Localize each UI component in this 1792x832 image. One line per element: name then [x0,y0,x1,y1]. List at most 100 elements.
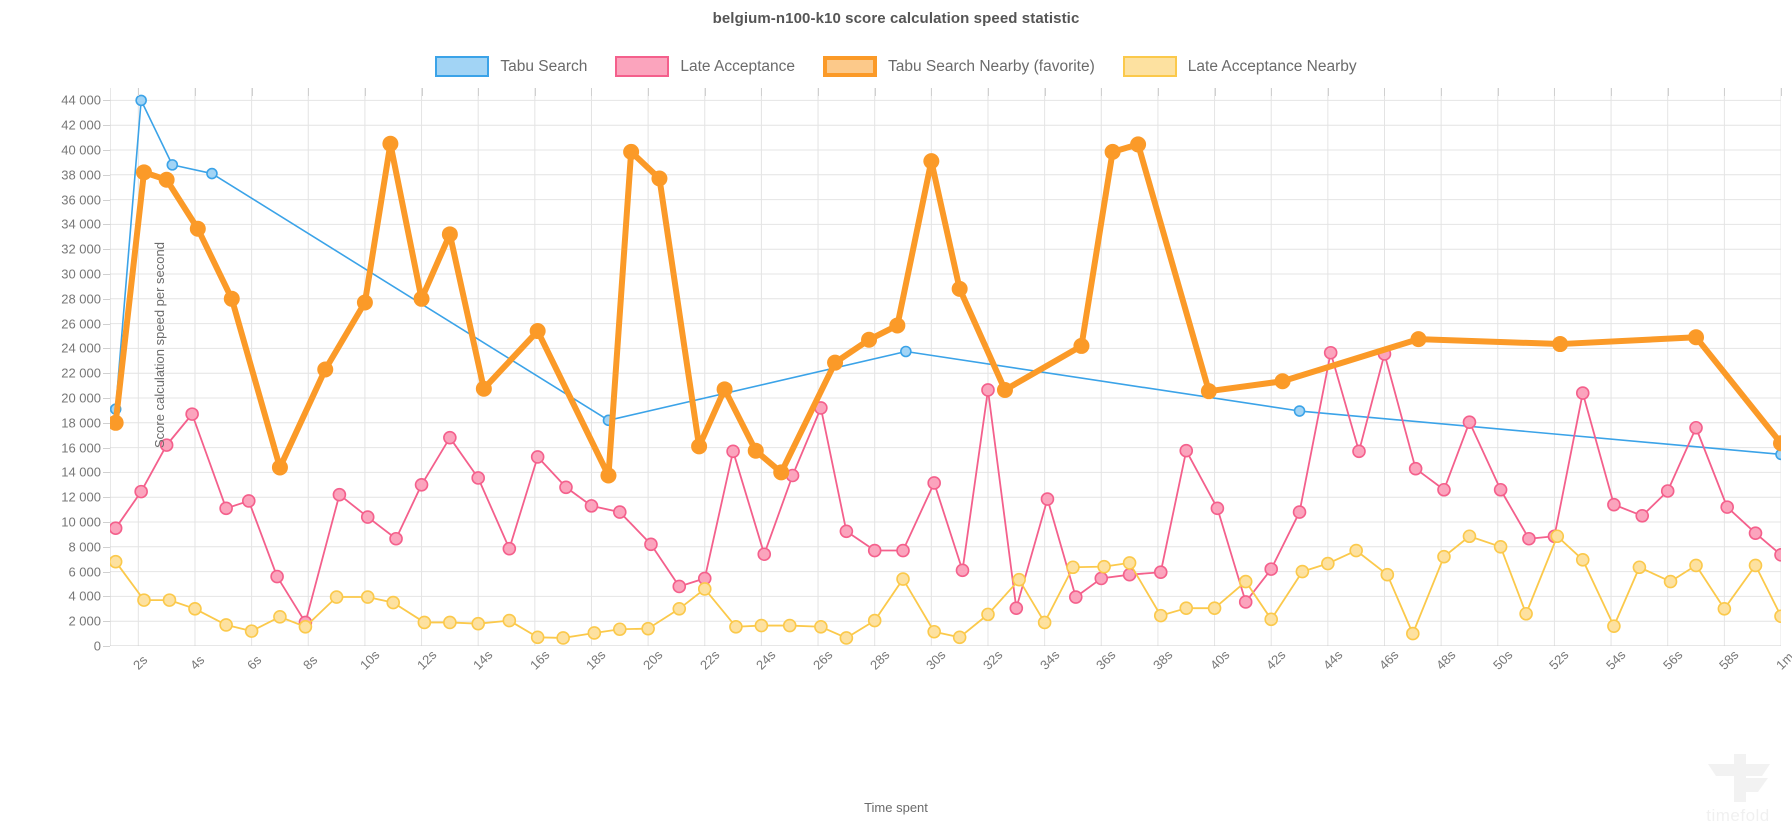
x-tick-label: 48s [1433,647,1459,673]
data-point [271,459,288,476]
data-point [270,569,284,584]
plot-svg [110,88,1781,646]
x-tick-label: 14s [470,647,496,673]
y-tick-label: 0 [93,638,101,654]
data-point [360,510,375,524]
y-tick-mark [103,373,110,375]
x-tick-mark [1044,88,1046,96]
data-point [1775,448,1781,461]
x-tick-label: 8s [300,652,321,673]
data-point [1321,556,1335,571]
data-point [189,220,206,237]
data-point [927,624,941,639]
data-point [839,524,854,539]
x-tick-label: 26s [810,647,836,673]
data-point [1323,345,1338,360]
data-point [923,153,940,170]
data-point [1635,508,1650,523]
data-point [1040,492,1055,506]
data-point [166,159,179,171]
x-tick-mark [648,88,650,96]
legend-swatch-icon [1122,56,1177,77]
data-point [612,505,627,519]
legend-label: Late Acceptance [680,57,795,75]
data-point [641,621,655,636]
y-tick-mark [103,199,110,201]
data-point [867,543,882,558]
x-tick-label: 4s [186,652,208,673]
data-point [996,381,1013,398]
x-tick-mark [1667,88,1669,96]
y-tick-label: 2 000 [68,613,101,629]
data-point [867,613,882,628]
data-point [951,280,968,297]
data-point [644,537,658,552]
y-tick-label: 14 000 [61,464,101,480]
data-point [1663,574,1678,589]
x-tick-mark [818,88,820,96]
series-line [114,99,1781,456]
data-point [1720,500,1734,514]
x-tick-label: 52s [1546,647,1572,673]
data-point [955,563,970,578]
y-tick-label: 18 000 [61,415,101,431]
data-point [443,615,457,630]
chart-legend: Tabu Search Late Acceptance Tabu Search Ne… [0,56,1792,77]
data-point [443,430,457,445]
data-point [530,450,545,464]
data-point [726,444,740,459]
data-point [1012,572,1026,587]
y-tick-label: 22 000 [61,365,101,381]
data-point [1462,415,1477,429]
data-point [1292,505,1307,519]
x-tick-mark [761,88,763,96]
legend-item[interactable]: Tabu Search Nearby (favorite) [823,56,1095,77]
data-point [185,407,199,421]
x-tick-mark [987,88,989,96]
y-tick-mark [103,522,110,523]
data-point [219,501,233,516]
legend-item[interactable]: Tabu Search [435,56,587,77]
x-tick-label: 2s [130,652,151,673]
data-point [134,484,148,499]
x-tick-label: 34s [1036,647,1063,673]
series-late-acceptance-nearby [110,529,1781,645]
x-tick-label: 36s [1093,647,1119,673]
data-point [1009,601,1024,615]
y-tick-label: 12 000 [61,489,101,505]
legend-item[interactable]: Late Acceptance [615,56,795,77]
data-point [298,619,313,634]
x-tick-mark [1157,88,1159,96]
data-point [1066,560,1080,575]
x-tick-mark [308,88,310,96]
data-point [162,593,177,607]
data-point [729,619,743,634]
y-tick-mark [103,298,110,300]
legend-item[interactable]: Late Acceptance Nearby [1122,56,1357,77]
series-tabu-search [110,94,1781,461]
x-tick-label: 38s [1149,647,1176,673]
series-line [114,351,1781,624]
data-point [360,590,375,604]
data-point [417,615,432,630]
data-point [1660,484,1675,498]
data-point [556,631,570,645]
x-tick-label: 22s [696,647,723,673]
data-point [471,616,485,631]
x-tick-mark [421,88,423,96]
data-point [1689,558,1703,573]
x-tick-mark [1271,88,1273,96]
data-point [441,226,458,243]
x-tick-mark [1441,88,1443,96]
y-tick-mark [103,571,110,573]
y-tick-mark [103,274,110,275]
data-point [672,579,687,594]
x-tick-mark [1781,88,1782,96]
data-point [1748,526,1763,540]
data-point [827,354,844,371]
data-point [754,618,769,633]
y-tick-label: 36 000 [61,192,101,208]
data-point [889,317,906,334]
data-point [389,531,403,546]
